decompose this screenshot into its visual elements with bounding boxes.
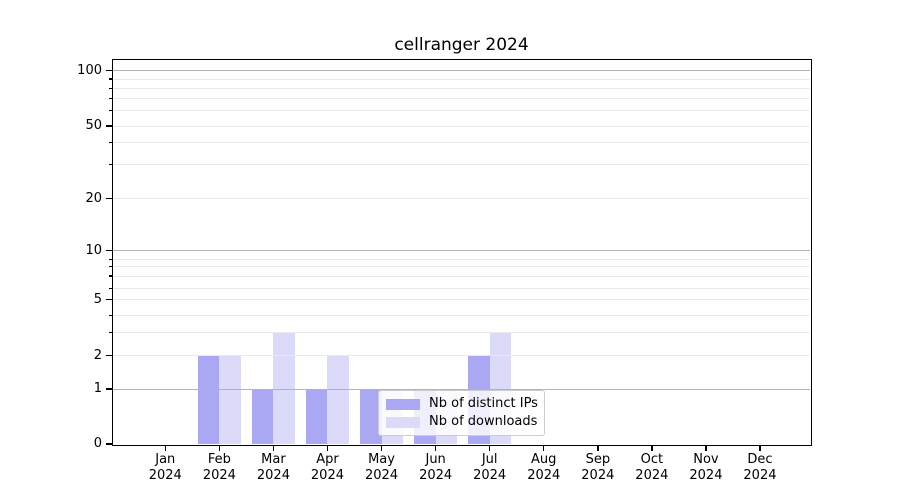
x-tick-label-8: Sep 2024 [581, 452, 615, 483]
y-tick-label-50: 50 [85, 118, 102, 133]
gridline-y-20 [113, 198, 810, 200]
bar-downloads-apr [327, 355, 350, 444]
gridline-y-50 [113, 125, 810, 127]
gridline-y-9 [113, 258, 810, 260]
x-tick-label-9: Oct 2024 [635, 452, 669, 483]
bar-distinct-ips-apr [305, 389, 328, 444]
y-tick-label-5: 5 [93, 291, 102, 307]
y-tick-label-0: 0 [93, 436, 102, 451]
y-tick-0 [106, 443, 112, 445]
y-tick-8 [109, 266, 113, 268]
legend-label-distinct-ips: Nb of distinct IPs [429, 396, 538, 411]
bar-downloads-feb [219, 355, 242, 444]
gridline-y-6 [113, 287, 810, 289]
x-tick-8 [597, 445, 599, 451]
x-tick-11 [759, 445, 761, 451]
y-tick-2 [106, 355, 112, 357]
chart-title: cellranger 2024 [394, 35, 529, 55]
y-tick-7 [109, 275, 113, 277]
gridline-y-60 [113, 110, 810, 112]
y-tick-4 [109, 314, 113, 317]
gridline-y-8 [113, 266, 810, 268]
x-tick-label-2: Mar 2024 [256, 452, 290, 483]
y-tick-60 [109, 110, 113, 112]
y-tick-label-10: 10 [85, 242, 102, 258]
y-tick-label-2: 2 [93, 347, 102, 363]
legend-label-downloads: Nb of downloads [429, 414, 538, 429]
y-tick-50 [106, 125, 112, 127]
x-tick-label-6: Jul 2024 [473, 452, 507, 483]
y-tick-1 [106, 388, 112, 390]
x-tick-3 [326, 445, 329, 451]
legend-swatch-distinct-ips [386, 398, 420, 410]
x-tick-label-5: Jun 2024 [419, 452, 453, 483]
gridline-y-1 [113, 388, 810, 390]
y-tick-90 [109, 78, 113, 80]
gridline-y-80 [113, 87, 810, 89]
gridline-y-40 [113, 141, 810, 143]
legend-swatch-downloads [386, 416, 420, 428]
x-tick-2 [272, 445, 275, 451]
legend-entry-downloads: Nb of downloads [386, 413, 538, 431]
gridline-y-7 [113, 275, 810, 277]
x-tick-label-10: Nov 2024 [689, 452, 723, 483]
y-tick-70 [109, 97, 113, 100]
y-tick-label-1: 1 [93, 381, 102, 396]
plot-area [111, 58, 812, 446]
x-tick-4 [380, 445, 383, 451]
x-tick-label-4: May 2024 [365, 452, 399, 483]
gridline-y-4 [113, 315, 810, 316]
gridline-y-100 [113, 70, 810, 72]
y-tick-9 [109, 258, 113, 260]
bar-distinct-ips-may [359, 389, 382, 444]
y-tick-10 [106, 250, 112, 252]
y-tick-80 [109, 87, 113, 89]
y-tick-30 [109, 164, 113, 166]
gridline-y-90 [113, 78, 810, 80]
x-tick-9 [651, 445, 653, 451]
x-tick-label-11: Dec 2024 [743, 452, 777, 483]
x-tick-6 [489, 445, 491, 451]
gridline-y-2 [113, 355, 810, 357]
x-tick-label-1: Feb 2024 [202, 452, 236, 483]
gridline-y-3 [113, 332, 810, 334]
y-tick-3 [109, 332, 113, 334]
gridline-y-70 [113, 98, 810, 99]
gridline-y-5 [113, 299, 810, 300]
gridline-y-30 [113, 164, 810, 166]
bar-downloads-mar [273, 332, 296, 444]
bar-distinct-ips-feb [197, 355, 220, 444]
x-tick-label-0: Jan 2024 [148, 452, 182, 483]
y-tick-label-100: 100 [77, 62, 102, 78]
y-tick-label-20: 20 [85, 190, 102, 206]
y-tick-20 [106, 198, 112, 200]
x-tick-label-7: Aug 2024 [527, 452, 561, 483]
y-tick-5 [106, 298, 112, 301]
y-tick-100 [106, 70, 112, 72]
legend: Nb of distinct IPs Nb of downloads [378, 390, 545, 436]
legend-entry-distinct-ips: Nb of distinct IPs [386, 395, 538, 413]
x-tick-7 [543, 445, 545, 451]
x-tick-10 [705, 445, 707, 451]
bar-distinct-ips-mar [251, 389, 274, 444]
x-tick-1 [218, 445, 221, 451]
y-tick-6 [109, 287, 113, 289]
x-tick-0 [164, 445, 166, 451]
y-tick-40 [109, 141, 113, 143]
gridline-y-10 [113, 250, 810, 252]
x-tick-5 [435, 445, 437, 451]
x-tick-label-3: Apr 2024 [310, 452, 344, 483]
